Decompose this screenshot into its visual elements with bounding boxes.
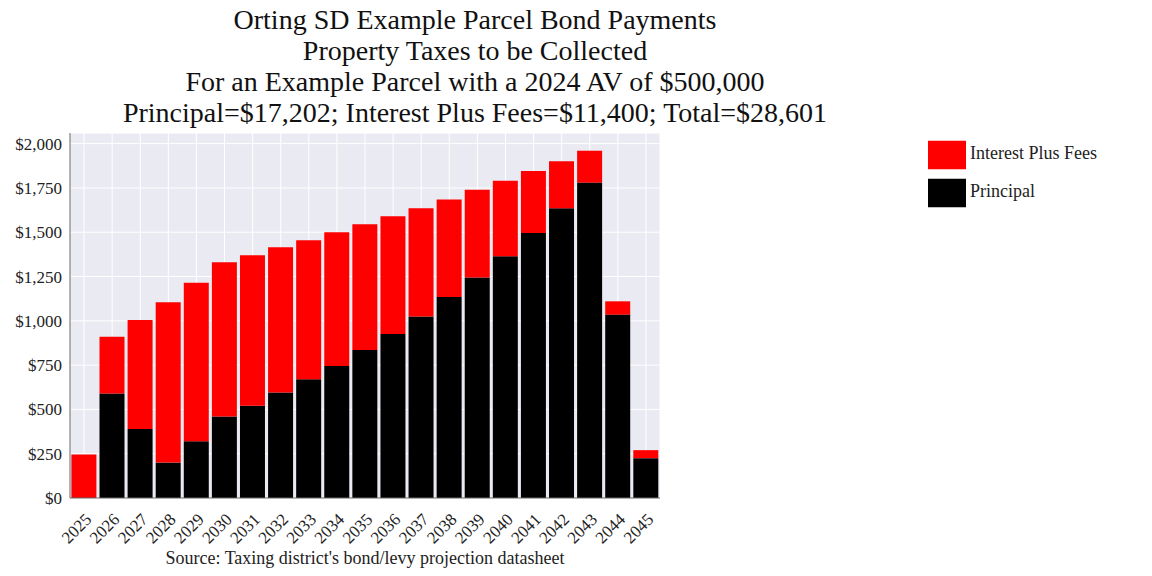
html-text:Orting SD Example Parcel Bond: Orting SD Example Parcel Bond Payments P…: [122, 4, 828, 128]
svg-text:2044: 2044: [592, 510, 630, 548]
html-text:Interest Plus Fees: Interest Plus Fees: [970, 143, 1097, 164]
svg-text:2036: 2036: [367, 510, 404, 547]
svg-text:2040: 2040: [479, 510, 516, 547]
svg-text:2038: 2038: [423, 510, 460, 547]
svg-text:2033: 2033: [283, 510, 320, 547]
svg-text:2030: 2030: [198, 510, 235, 547]
svg-text:2045: 2045: [620, 510, 657, 547]
svg-text:2029: 2029: [170, 510, 207, 547]
svg-text:Source: Taxing district's bond: Source: Taxing district's bond/levy proj…: [165, 548, 564, 568]
svg-text:2026: 2026: [86, 510, 123, 547]
svg-text:$1,000: $1,000: [15, 312, 62, 331]
svg-text:2028: 2028: [142, 510, 179, 547]
svg-text:2031: 2031: [226, 510, 263, 547]
svg-text:2039: 2039: [451, 510, 488, 547]
svg-text:$750: $750: [28, 356, 62, 375]
svg-text:2032: 2032: [255, 510, 292, 547]
svg-text:2037: 2037: [395, 510, 433, 548]
svg-text:$250: $250: [28, 445, 62, 464]
svg-text:2042: 2042: [536, 510, 573, 547]
svg-text:2027: 2027: [114, 510, 152, 548]
html-text:Principal: Principal: [970, 181, 1035, 202]
svg-text:2025: 2025: [58, 510, 95, 547]
svg-text:$1,750: $1,750: [15, 179, 62, 198]
svg-text:$500: $500: [28, 400, 62, 419]
svg-text:$1,500: $1,500: [15, 223, 62, 242]
svg-text:2041: 2041: [507, 510, 544, 547]
svg-text:2034: 2034: [311, 510, 349, 548]
svg-text:$0: $0: [45, 489, 62, 508]
svg-text:2035: 2035: [339, 510, 376, 547]
svg-text:$1,250: $1,250: [15, 268, 62, 287]
svg-text:$2,000: $2,000: [15, 135, 62, 154]
svg-text:2043: 2043: [564, 510, 601, 547]
